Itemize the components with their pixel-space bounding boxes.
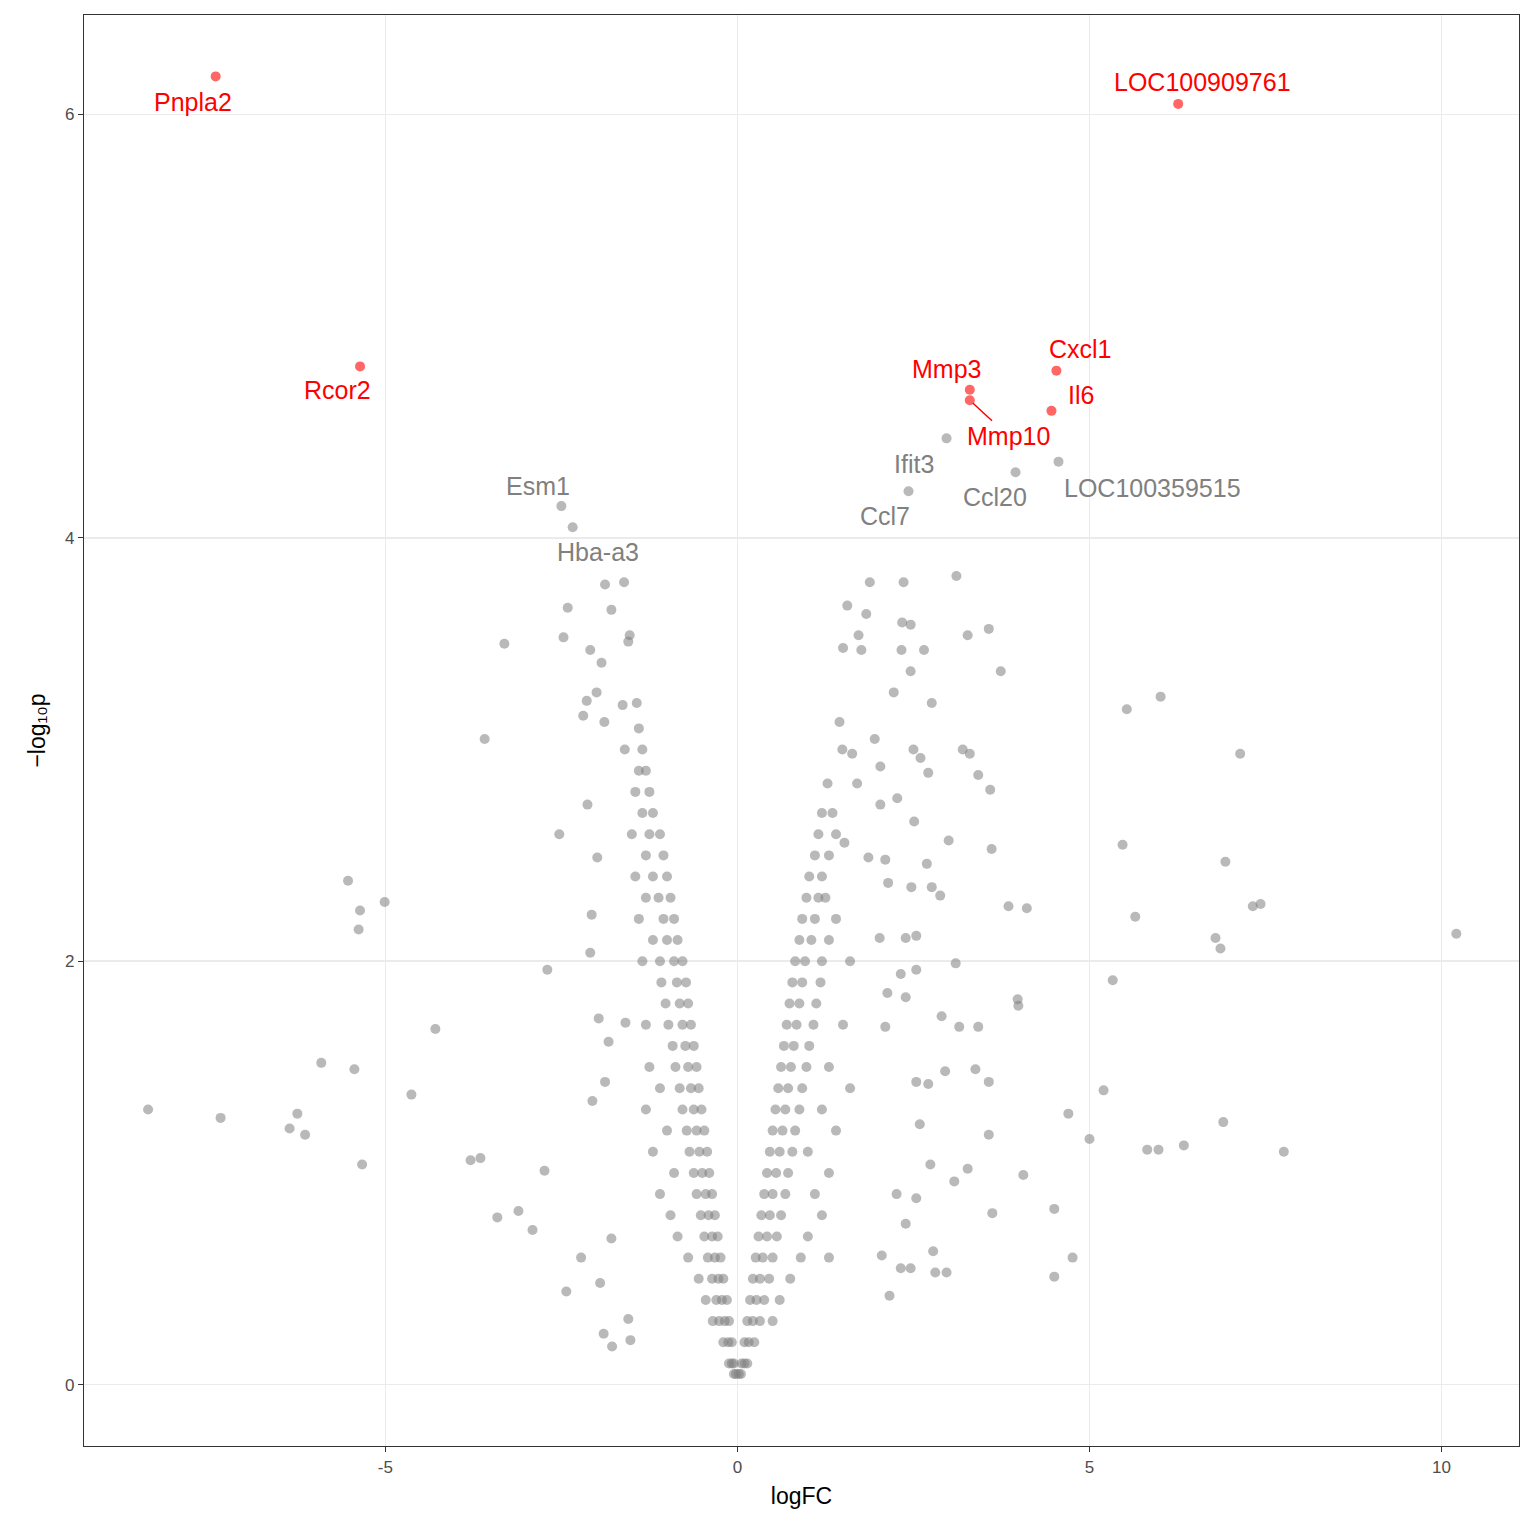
- svg-text:6: 6: [65, 105, 74, 124]
- svg-text:10: 10: [1432, 1458, 1451, 1477]
- svg-text:-5: -5: [378, 1458, 393, 1477]
- svg-text:−log₁₀p: −log₁₀p: [24, 693, 50, 767]
- svg-text:Pnpla2: Pnpla2: [154, 88, 232, 116]
- svg-text:Il6: Il6: [1068, 381, 1094, 409]
- svg-text:Ifit3: Ifit3: [894, 450, 934, 478]
- svg-text:4: 4: [65, 529, 74, 548]
- svg-text:LOC100909761: LOC100909761: [1114, 68, 1291, 96]
- svg-text:Rcor2: Rcor2: [304, 376, 371, 404]
- svg-text:Ccl7: Ccl7: [860, 502, 910, 530]
- svg-text:LOC100359515: LOC100359515: [1064, 474, 1241, 502]
- svg-text:Esm1: Esm1: [506, 472, 570, 500]
- svg-text:logFC: logFC: [771, 1483, 832, 1509]
- svg-text:0: 0: [733, 1458, 742, 1477]
- svg-text:Mmp3: Mmp3: [912, 355, 981, 383]
- svg-text:Ccl20: Ccl20: [963, 483, 1027, 511]
- svg-text:Hba-a3: Hba-a3: [557, 538, 639, 566]
- svg-text:Cxcl1: Cxcl1: [1049, 335, 1112, 363]
- svg-text:2: 2: [65, 952, 74, 971]
- svg-text:0: 0: [65, 1376, 74, 1395]
- svg-text:Mmp10: Mmp10: [967, 422, 1050, 450]
- svg-text:5: 5: [1085, 1458, 1094, 1477]
